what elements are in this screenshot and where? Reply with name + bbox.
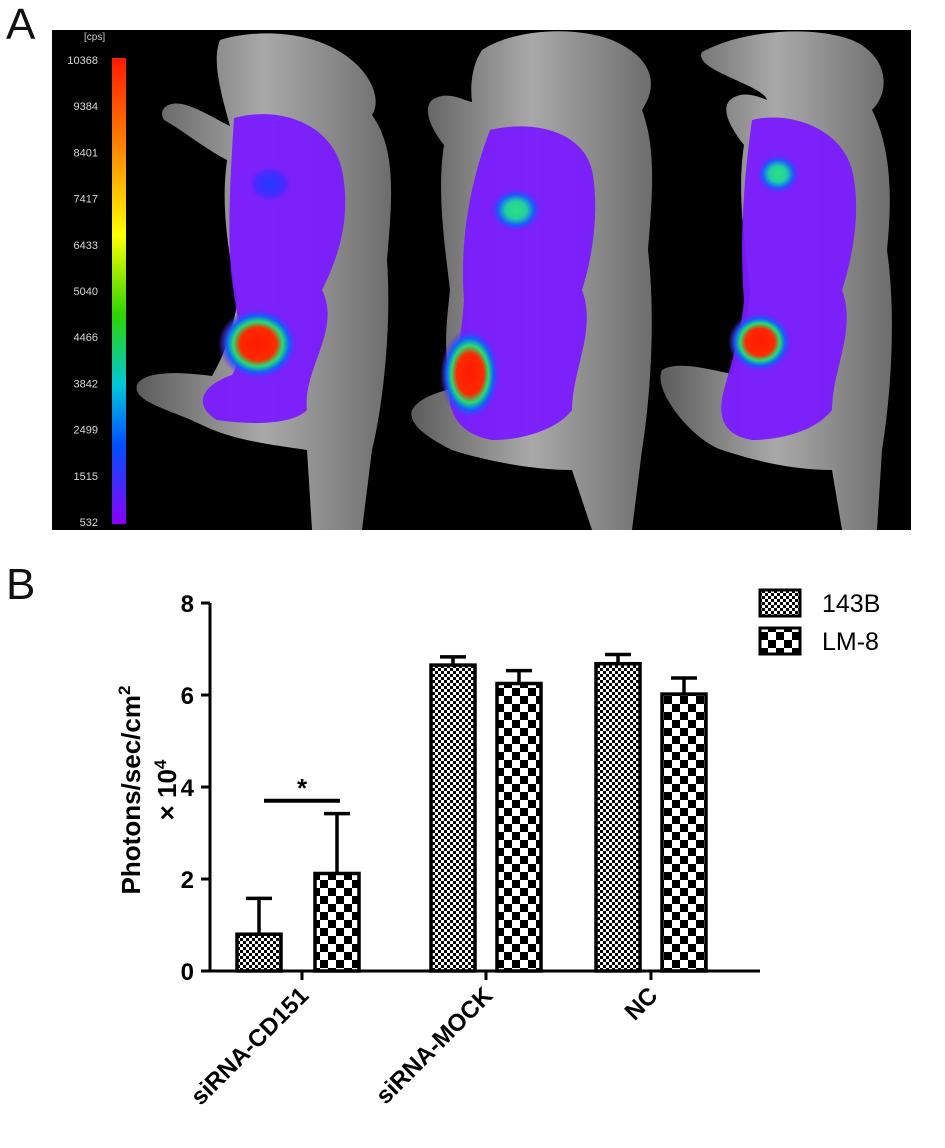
scale-tick-label: 7417 <box>74 194 98 206</box>
y-axis-label-multiplier: × 104 <box>151 759 182 820</box>
y-tick-label: 0 <box>181 959 194 986</box>
scale-tick-labels: 10368 9384 8401 7417 6433 5040 4466 3842 2499 151… <box>67 55 98 529</box>
bioluminescence-image: [cps] 10368 9384 8401 7417 6433 5040 4466 3842 2… <box>52 30 911 530</box>
panel-a-label: A <box>6 0 36 49</box>
scale-tick-label: 2499 <box>74 425 98 437</box>
y-tick-label: 2 <box>181 867 194 894</box>
scale-tick-label: 4466 <box>74 332 98 344</box>
bar-lm-8-nc <box>660 692 708 973</box>
x-tick-label: siRNA-CD151 <box>186 982 314 1110</box>
x-tick-label: NC <box>620 982 664 1026</box>
scale-tick-label: 8401 <box>74 147 98 159</box>
chart-legend: 143B LM-8 <box>758 588 880 656</box>
color-scale-bar <box>112 58 126 524</box>
mouse-3 <box>660 31 892 530</box>
bar-143b-sirna-cd151 <box>235 932 283 973</box>
bar-143b-sirna-mock <box>429 663 477 973</box>
scale-tick-label: 532 <box>80 517 98 529</box>
chart-bars: * <box>235 652 708 973</box>
scale-tick-label: 10368 <box>67 55 98 67</box>
bar-lm-8-sirna-cd151 <box>313 871 361 973</box>
x-tick-label: siRNA-MOCK <box>371 982 499 1110</box>
y-axis-label: Photons/sec/cm2 <box>115 686 146 895</box>
legend-label: LM-8 <box>822 628 879 656</box>
legend-swatch <box>758 626 802 656</box>
y-tick-label: 4 <box>181 775 195 802</box>
mouse-2 <box>411 31 653 530</box>
legend-swatch <box>758 588 802 618</box>
scale-tick-label: 9384 <box>74 101 98 113</box>
bar-lm-8-sirna-mock <box>495 681 543 973</box>
scale-tick-label: 6433 <box>74 240 98 252</box>
scale-tick-label: 3842 <box>74 378 98 390</box>
mouse-1 <box>136 33 392 530</box>
scale-tick-label: 5040 <box>74 286 98 298</box>
bar-143b-nc <box>594 661 642 973</box>
legend-label: 143B <box>822 590 880 618</box>
significance-marker: * <box>297 773 308 803</box>
y-tick-label: 6 <box>181 683 194 710</box>
mice-imaging-figure: [cps] 10368 9384 8401 7417 6433 5040 4466 3842 2… <box>67 31 892 530</box>
panel-b-label: B <box>6 560 36 609</box>
y-tick-label: 8 <box>181 591 194 618</box>
scale-tick-label: 1515 <box>74 471 98 483</box>
bar-chart: Photons/sec/cm2 × 104 0 2 4 6 8 siRNA-CD151 si… <box>115 588 880 1111</box>
scale-unit-label: [cps] <box>84 32 105 43</box>
